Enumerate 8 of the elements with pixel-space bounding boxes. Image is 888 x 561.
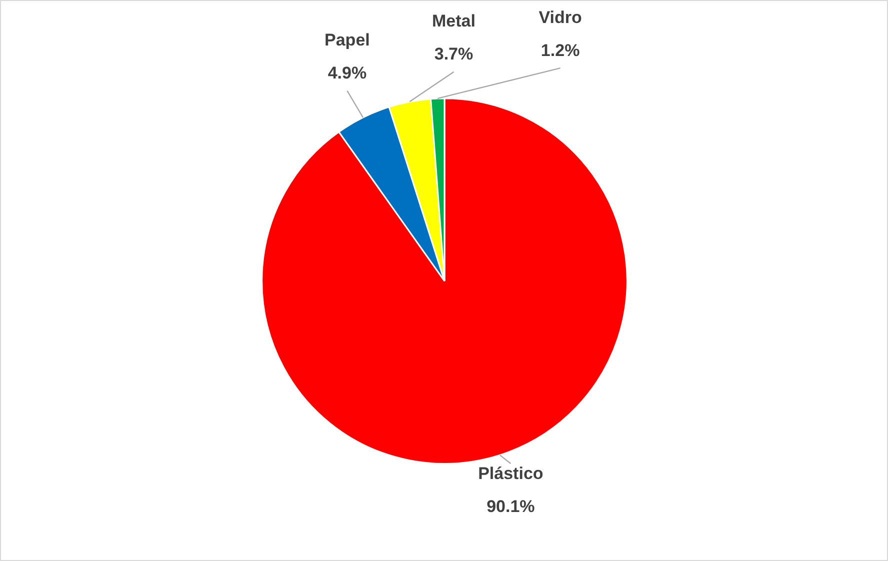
data-label: 4.9% (328, 64, 367, 83)
data-label: 1.2% (540, 40, 580, 60)
slice-label: Metal (432, 12, 476, 31)
slice-label: Vidro (538, 8, 582, 27)
slice-label: Plástico (478, 464, 544, 484)
data-label: 3.7% (434, 44, 474, 64)
slice-label: Papel (324, 30, 370, 50)
data-label: 90.1% (486, 497, 535, 516)
